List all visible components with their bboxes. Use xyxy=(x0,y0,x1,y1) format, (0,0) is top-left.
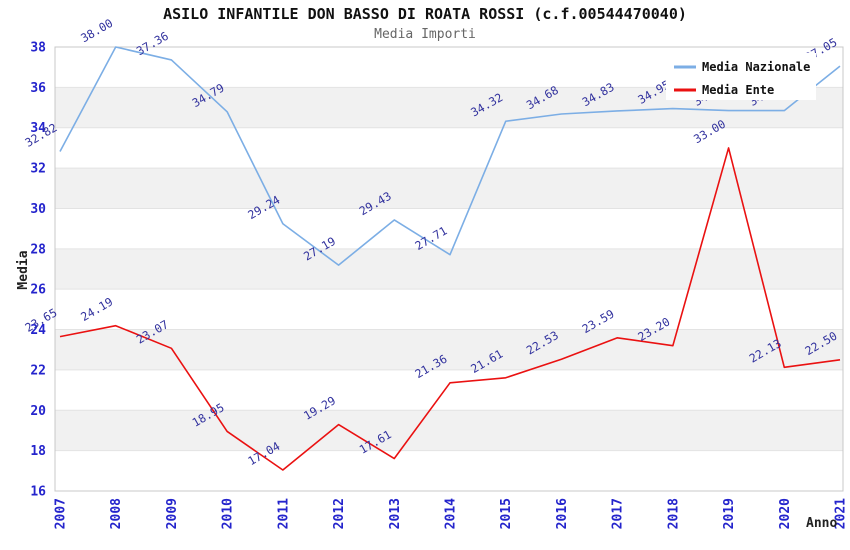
y-tick-label: 38 xyxy=(30,41,46,56)
x-tick-label: 2012 xyxy=(332,498,347,529)
x-tick-label: 2008 xyxy=(109,498,124,529)
x-tick-label: 2011 xyxy=(276,498,291,529)
x-tick-label: 2016 xyxy=(555,498,570,529)
x-tick-label: 2020 xyxy=(778,498,793,529)
x-tick-label: 2018 xyxy=(666,498,681,529)
legend: Media Nazionale Media Ente xyxy=(666,53,816,100)
x-axis-title: Anno xyxy=(806,516,837,531)
data-point-label: 37.36 xyxy=(134,29,171,58)
x-tick-label: 2010 xyxy=(221,498,236,529)
y-tick-label: 26 xyxy=(30,283,46,298)
y-tick-label: 32 xyxy=(30,162,46,177)
y-tick-label: 34 xyxy=(30,121,46,136)
x-tick-label: 2021 xyxy=(834,498,849,529)
x-tick-label: 2013 xyxy=(388,498,403,529)
plot-border xyxy=(54,46,844,492)
y-tick-label: 20 xyxy=(30,404,46,419)
y-tick-label: 16 xyxy=(30,485,46,500)
chart-subtitle: Media Importi xyxy=(374,27,476,42)
grid-band xyxy=(55,410,843,451)
x-tick-label: 2014 xyxy=(444,498,459,529)
x-tick-label: 2019 xyxy=(722,498,737,529)
chart-title: ASILO INFANTILE DON BASSO DI ROATA ROSSI… xyxy=(163,5,687,23)
data-point-label: 24.19 xyxy=(78,294,115,323)
x-tick-label: 2009 xyxy=(165,498,180,529)
data-point-label: 38.00 xyxy=(78,16,115,45)
y-tick-label: 36 xyxy=(30,81,46,96)
legend-background xyxy=(666,53,816,100)
x-tick-label: 2017 xyxy=(611,498,626,529)
y-tick-label: 28 xyxy=(30,242,46,257)
grid-band xyxy=(55,168,843,209)
y-tick-label: 22 xyxy=(30,363,46,378)
y-tick-label: 30 xyxy=(30,202,46,217)
series-line-media-ente xyxy=(59,147,841,471)
y-tick-label: 24 xyxy=(30,323,46,338)
x-tick-label: 2007 xyxy=(54,498,69,529)
grid-band xyxy=(55,329,843,370)
plot-area: 16 18 20 22 24 26 28 30 32 34 36 38 2007 2008 2009 2010… xyxy=(23,16,849,530)
y-tick-label: 18 xyxy=(30,444,46,459)
x-tick-label: 2015 xyxy=(499,498,514,529)
grid-band xyxy=(55,248,843,290)
y-axis-title: Media xyxy=(16,250,31,289)
legend-label-media-ente: Media Ente xyxy=(702,83,774,97)
series-line-media-nazionale xyxy=(59,46,841,266)
legend-label-media-nazionale: Media Nazionale xyxy=(702,60,810,74)
